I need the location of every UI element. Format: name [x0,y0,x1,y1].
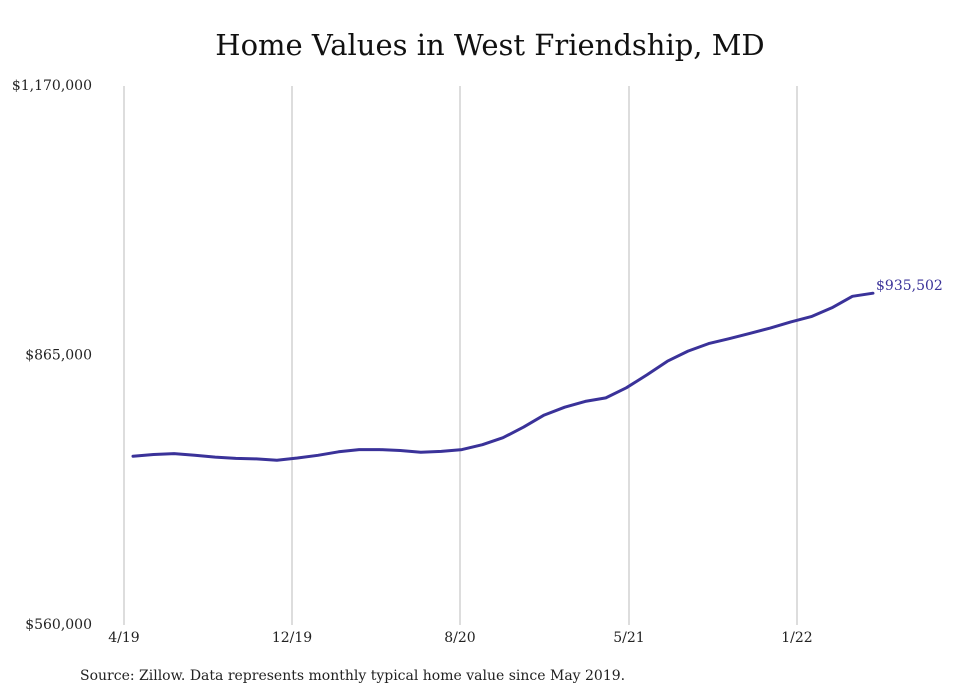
end-value-label: $935,502 [876,278,943,294]
vertical-gridlines [123,86,798,625]
y-tick-label: $865,000 [25,348,92,364]
chart-title: Home Values in West Friendship, MD [215,28,765,62]
y-tick-label: $560,000 [25,617,92,633]
x-tick-label: 4/19 [108,630,139,646]
series-line [131,291,875,462]
x-tick-label: 1/22 [781,630,812,646]
x-tick-label: 12/19 [272,630,312,646]
source-note: Source: Zillow. Data represents monthly … [80,668,626,684]
y-tick-label: $1,170,000 [12,78,92,94]
series-layer: $935,502 [131,278,943,462]
axis-labels: 4/19 12/19 8/20 5/21 1/22 $1,170,000 $865,000 $… [12,78,813,646]
x-tick-label: 5/21 [613,630,644,646]
x-tick-label: 8/20 [444,630,475,646]
